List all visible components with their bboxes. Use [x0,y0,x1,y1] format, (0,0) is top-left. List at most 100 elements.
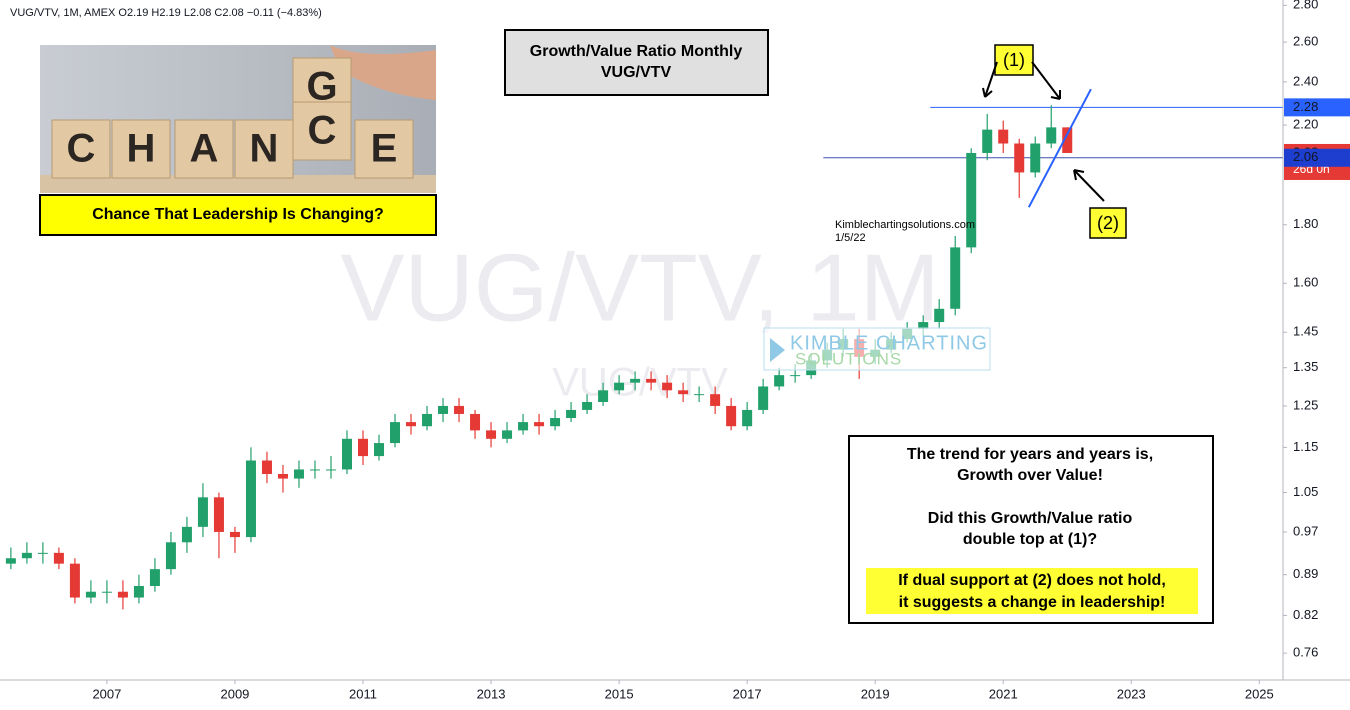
letter: E [371,127,398,171]
candle-body [454,405,465,414]
candle-body [982,129,993,153]
arrow-2 [1073,169,1105,202]
candle-body [502,430,513,439]
x-tick-label: 2019 [861,686,890,701]
watermark: VUG/VTV, 1M [340,234,939,341]
candle-body [726,405,737,427]
candle-body [742,409,753,427]
plot [5,88,1283,610]
candle-body [261,460,272,474]
candle-body [630,378,641,383]
y-tick-label: 2.20 [1293,117,1318,132]
x-tick-label: 2013 [477,686,506,701]
candle-body [598,390,609,402]
label-1-box [994,44,1034,76]
letter-block [234,119,294,179]
candle-body [534,422,545,427]
candle-body [518,422,529,431]
logo-box [763,327,991,371]
candle-body [165,542,176,570]
candle-body [694,394,705,396]
y-tick-label: 2.60 [1293,34,1318,49]
source: Kimblechartingsolutions.com [835,219,975,231]
letter: G [306,65,337,109]
candle-body [486,430,497,439]
highlight-line: it suggests a change in leadership! [899,594,1166,611]
y-tick-label: 0.89 [1293,566,1318,581]
image-hand [330,45,436,100]
y-tick-label: 0.97 [1293,523,1318,538]
candle-body [277,473,288,479]
candle-body [21,552,32,559]
candle-body [181,526,192,543]
highlight-box [866,568,1198,614]
y-tick-label: 1.60 [1293,275,1318,290]
candle-body [85,591,96,598]
candle-body [1062,127,1073,153]
candle-body [213,497,224,532]
title-box [504,29,769,96]
price-label: 2.28 [1293,99,1318,114]
logo-icon [770,338,785,362]
highlight-line: If dual support at (2) does not hold, [898,572,1166,589]
note-line: Growth over Value! [957,467,1103,484]
letter-block [354,119,414,179]
candle-body [950,247,961,309]
candle-body [918,322,929,329]
price-label-box [1284,148,1350,167]
date: 1/5/22 [835,232,866,244]
candle-body [550,418,561,427]
candle-body [566,409,577,419]
y-tick-label: 2.40 [1293,73,1318,88]
x-tick-label: 2021 [989,686,1018,701]
title: Growth/Value Ratio Monthly [530,43,743,60]
image-blocks: C H A NGC E [51,57,414,179]
price-label: 2.06 [1293,149,1318,164]
x-tick-label: 2017 [733,686,762,701]
logo-bottom: SOLUTIONS [795,349,902,368]
candle-body [1046,127,1057,144]
letter-block [111,119,171,179]
candle-body [758,386,769,410]
note-line: The trend for years and years is, [907,446,1153,463]
x-tick-label: 2015 [605,686,634,701]
candle-body [69,563,80,598]
candle-body [117,591,128,598]
candle-body [197,497,208,527]
candle-body [309,469,320,471]
y-tick-label: 2.80 [1293,0,1318,12]
note-line: Did this Growth/Value ratio [928,510,1133,527]
candle-body [149,569,160,586]
letter-block [292,101,352,161]
letter: N [250,127,279,171]
candle-body [934,308,945,323]
candle-body [53,552,64,564]
candle-body [390,422,401,444]
x-tick-label: 2007 [92,686,121,701]
label-1: (1) [1003,50,1025,70]
watermark-layer: VUG/VTV, 1M VUG/VTV [340,234,939,404]
label-2: (2) [1097,213,1119,233]
letter: A [190,127,219,171]
y-tick-label: 1.35 [1293,359,1318,374]
candle-body [790,375,801,377]
watermark-small: VUG/VTV [552,361,728,405]
candle-body [293,469,304,479]
letter: C [308,109,337,153]
caption-box [39,194,437,236]
candle-body [1014,143,1025,173]
caption: Chance That Leadership Is Changing? [92,206,384,223]
candle-body [229,531,240,538]
candle-body [646,378,657,383]
note-line: double top at (1)? [963,531,1097,548]
candle-body [245,460,256,538]
candle-body [133,585,144,598]
trendline [1027,88,1092,208]
candle-body [406,422,417,427]
candle-body [678,390,689,395]
candle-body [101,591,112,593]
candle-body [614,382,625,391]
letter: C [67,127,96,171]
candle-body [374,443,385,457]
candle-body [774,375,785,387]
